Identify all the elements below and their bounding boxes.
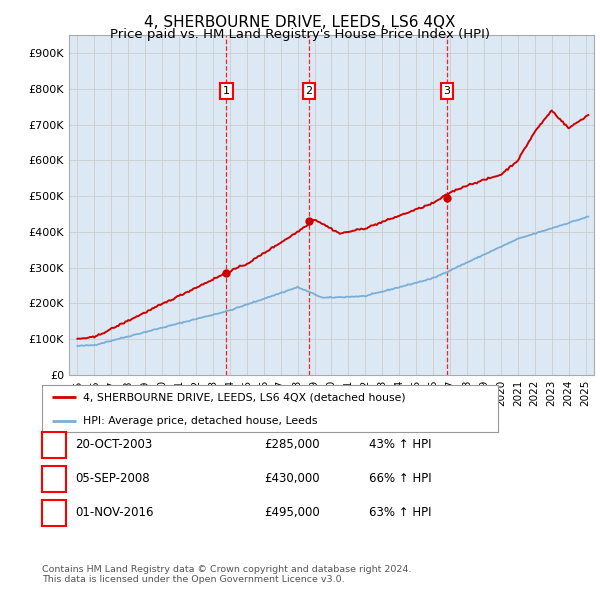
Text: 01-NOV-2016: 01-NOV-2016 — [75, 506, 154, 519]
Text: 1: 1 — [50, 438, 58, 451]
Text: 2: 2 — [50, 472, 58, 485]
Text: 05-SEP-2008: 05-SEP-2008 — [75, 472, 149, 485]
Text: 2: 2 — [305, 86, 313, 96]
Text: 66% ↑ HPI: 66% ↑ HPI — [369, 472, 431, 485]
Text: 1: 1 — [223, 86, 230, 96]
Text: £285,000: £285,000 — [264, 438, 320, 451]
Text: Price paid vs. HM Land Registry's House Price Index (HPI): Price paid vs. HM Land Registry's House … — [110, 28, 490, 41]
Text: £495,000: £495,000 — [264, 506, 320, 519]
Text: Contains HM Land Registry data © Crown copyright and database right 2024.
This d: Contains HM Land Registry data © Crown c… — [42, 565, 412, 584]
Text: 20-OCT-2003: 20-OCT-2003 — [75, 438, 152, 451]
Text: £430,000: £430,000 — [264, 472, 320, 485]
Text: 4, SHERBOURNE DRIVE, LEEDS, LS6 4QX (detached house): 4, SHERBOURNE DRIVE, LEEDS, LS6 4QX (det… — [83, 392, 406, 402]
Text: 43% ↑ HPI: 43% ↑ HPI — [369, 438, 431, 451]
Text: 3: 3 — [443, 86, 451, 96]
Text: 63% ↑ HPI: 63% ↑ HPI — [369, 506, 431, 519]
Text: 3: 3 — [50, 506, 58, 519]
Text: 4, SHERBOURNE DRIVE, LEEDS, LS6 4QX: 4, SHERBOURNE DRIVE, LEEDS, LS6 4QX — [144, 15, 456, 30]
Text: HPI: Average price, detached house, Leeds: HPI: Average price, detached house, Leed… — [83, 417, 317, 427]
